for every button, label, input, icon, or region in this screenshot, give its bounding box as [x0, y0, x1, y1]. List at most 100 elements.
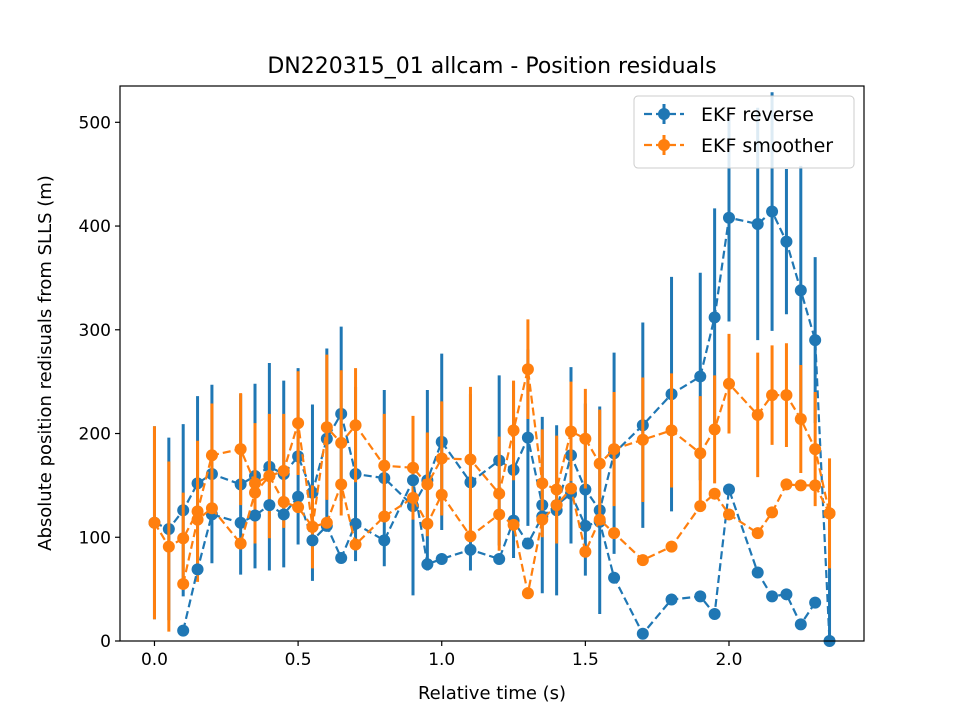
- data-point: [349, 419, 362, 432]
- data-point: [435, 488, 448, 501]
- data-point: [665, 424, 678, 437]
- data-point: [794, 479, 807, 492]
- data-point: [177, 624, 190, 637]
- data-point: [708, 423, 721, 436]
- data-point: [464, 530, 477, 543]
- data-point: [292, 490, 305, 503]
- data-point: [751, 566, 764, 579]
- data-point: [349, 517, 362, 530]
- data-point: [493, 553, 506, 566]
- data-point: [292, 417, 305, 430]
- x-tick-label: 0.5: [285, 650, 312, 670]
- data-point: [263, 470, 276, 483]
- data-point: [809, 334, 822, 347]
- data-point: [521, 537, 534, 550]
- data-point: [277, 495, 290, 508]
- data-point: [378, 459, 391, 472]
- y-tick-label: 300: [79, 321, 111, 341]
- legend-box: [633, 95, 855, 169]
- data-point: [435, 553, 448, 566]
- y-tick-label: 0: [100, 632, 111, 652]
- data-point: [335, 552, 348, 565]
- data-point: [162, 540, 175, 553]
- data-point: [665, 540, 678, 553]
- data-point: [507, 518, 520, 531]
- data-point: [421, 558, 434, 571]
- y-tick-label: 500: [79, 113, 111, 133]
- data-point: [766, 389, 779, 402]
- axes-frame: [119, 85, 865, 642]
- legend-marker: [658, 139, 670, 151]
- y-tick-label: 100: [79, 528, 111, 548]
- data-point: [564, 482, 577, 495]
- data-point: [464, 543, 477, 556]
- data-point: [722, 211, 735, 224]
- data-point: [521, 363, 534, 376]
- data-point: [608, 527, 621, 540]
- y-tick-label: 200: [79, 425, 111, 445]
- data-point: [521, 587, 534, 600]
- data-point: [751, 217, 764, 230]
- legend: EKF reverse EKF smoother: [633, 95, 855, 169]
- data-point: [593, 513, 606, 526]
- data-point: [809, 443, 822, 456]
- x-tick-label: 1.5: [572, 650, 599, 670]
- data-point: [407, 461, 420, 474]
- data-point: [794, 284, 807, 297]
- data-point: [636, 554, 649, 567]
- data-point: [608, 571, 621, 584]
- data-point: [694, 590, 707, 603]
- data-point: [694, 447, 707, 460]
- data-point: [191, 513, 204, 526]
- data-point: [378, 510, 391, 523]
- data-point: [766, 205, 779, 218]
- data-point: [249, 477, 262, 490]
- data-point: [708, 311, 721, 324]
- data-point: [177, 532, 190, 545]
- data-point: [493, 508, 506, 521]
- data-point: [320, 421, 333, 434]
- legend-label: EKF reverse: [701, 104, 814, 126]
- data-point: [751, 527, 764, 540]
- data-point: [579, 519, 592, 532]
- data-point: [593, 457, 606, 470]
- data-point: [694, 370, 707, 383]
- data-point: [205, 449, 218, 462]
- data-point: [493, 487, 506, 500]
- data-point: [579, 483, 592, 496]
- data-point: [507, 424, 520, 437]
- data-point: [249, 509, 262, 522]
- data-point: [766, 506, 779, 519]
- data-point: [536, 513, 549, 526]
- chart-title: DN220315_01 allcam - Position residuals: [267, 54, 716, 79]
- data-point: [407, 474, 420, 487]
- data-point: [421, 478, 434, 491]
- data-point: [579, 545, 592, 558]
- data-point: [234, 443, 247, 456]
- x-tick-label: 0.0: [141, 650, 168, 670]
- y-tick-label: 400: [79, 217, 111, 237]
- data-point: [421, 517, 434, 530]
- data-point: [320, 516, 333, 529]
- data-point: [148, 516, 161, 529]
- data-point: [636, 433, 649, 446]
- data-point: [335, 436, 348, 449]
- data-point: [722, 377, 735, 390]
- series-3: [177, 470, 836, 600]
- data-point: [780, 389, 793, 402]
- data-point: [694, 500, 707, 513]
- data-point: [751, 408, 764, 421]
- data-point: [708, 608, 721, 621]
- data-point: [794, 413, 807, 425]
- data-point: [722, 508, 735, 521]
- data-point: [521, 431, 534, 444]
- data-point: [335, 478, 348, 491]
- legend-marker: [658, 108, 670, 120]
- legend-label: EKF smoother: [701, 135, 833, 157]
- data-point: [550, 483, 563, 496]
- data-point: [177, 577, 190, 590]
- data-point: [191, 505, 204, 518]
- data-point: [205, 502, 218, 515]
- data-point: [809, 596, 822, 609]
